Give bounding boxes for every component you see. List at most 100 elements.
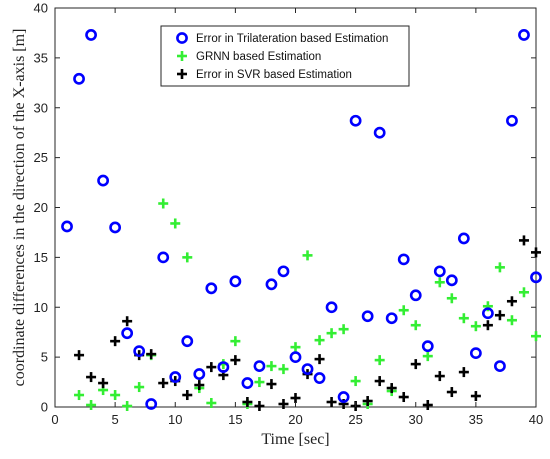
x-axis-label: Time [sec] bbox=[261, 431, 329, 448]
data-point bbox=[458, 313, 469, 324]
y-tick-label: 0 bbox=[41, 400, 48, 415]
data-point bbox=[290, 393, 301, 404]
data-point bbox=[122, 316, 133, 327]
data-point bbox=[410, 359, 421, 370]
data-point bbox=[470, 391, 481, 402]
data-point bbox=[98, 378, 109, 389]
legend-marker bbox=[176, 32, 188, 44]
data-point bbox=[494, 360, 506, 373]
data-point bbox=[121, 327, 134, 340]
data-point bbox=[290, 342, 301, 353]
data-point bbox=[182, 252, 193, 263]
data-point bbox=[373, 126, 386, 139]
y-tick-label: 20 bbox=[34, 200, 48, 215]
data-point bbox=[326, 328, 337, 339]
data-point bbox=[530, 271, 542, 284]
data-point bbox=[397, 253, 410, 266]
y-tick-label: 30 bbox=[34, 100, 48, 115]
data-point bbox=[74, 350, 85, 361]
y-tick-label: 10 bbox=[34, 300, 48, 315]
data-point bbox=[362, 396, 373, 407]
data-point bbox=[229, 275, 242, 288]
legend-box bbox=[160, 25, 410, 87]
legend-marker bbox=[177, 69, 187, 79]
data-point bbox=[374, 376, 385, 387]
data-point bbox=[205, 282, 218, 295]
data-point bbox=[206, 362, 217, 373]
data-point bbox=[433, 265, 446, 278]
data-point bbox=[241, 377, 254, 389]
data-point bbox=[386, 383, 397, 394]
y-axis-ticks: 0 5 10 15 20 25 30 35 40 bbox=[34, 1, 536, 415]
data-point bbox=[469, 347, 482, 360]
data-point bbox=[482, 320, 493, 331]
data-point bbox=[242, 397, 253, 408]
data-point bbox=[61, 220, 73, 233]
y-tick-label: 15 bbox=[34, 250, 48, 265]
data-point bbox=[494, 262, 505, 273]
data-point bbox=[158, 378, 169, 389]
data-point bbox=[73, 72, 85, 85]
x-axis-ticks: 0 5 10 15 20 25 30 35 40 bbox=[51, 8, 543, 427]
data-point bbox=[434, 371, 445, 382]
data-point bbox=[230, 355, 241, 366]
data-point bbox=[157, 251, 170, 264]
series-0-points bbox=[61, 29, 542, 410]
data-point bbox=[230, 336, 241, 347]
data-point bbox=[338, 324, 349, 335]
data-point bbox=[531, 247, 541, 258]
series-1-points bbox=[74, 198, 541, 412]
data-point bbox=[518, 235, 529, 246]
data-point bbox=[518, 287, 529, 298]
legend-label: Error in SVR based Estimation bbox=[196, 69, 352, 81]
data-point bbox=[266, 361, 277, 372]
legend-label: GRNN based Estimation bbox=[196, 51, 321, 63]
x-tick-label: 40 bbox=[529, 412, 543, 427]
data-point bbox=[133, 345, 146, 358]
data-point bbox=[254, 377, 265, 388]
data-point bbox=[531, 331, 541, 342]
data-point bbox=[266, 379, 277, 390]
legend-label: Error in Trilateration based Estimation bbox=[196, 33, 388, 45]
data-point bbox=[122, 401, 133, 412]
data-point bbox=[145, 398, 158, 410]
data-point bbox=[181, 335, 194, 348]
data-point bbox=[446, 387, 457, 398]
data-point bbox=[494, 310, 505, 321]
data-point bbox=[337, 391, 350, 403]
data-point bbox=[314, 354, 325, 365]
data-point bbox=[86, 400, 97, 411]
data-point bbox=[385, 312, 398, 325]
data-point bbox=[374, 355, 385, 366]
data-point bbox=[301, 363, 314, 375]
data-point bbox=[518, 29, 530, 41]
y-axis-label: coordinate differences in the direction … bbox=[11, 29, 28, 387]
data-point bbox=[169, 371, 182, 383]
data-point bbox=[134, 382, 145, 393]
data-point bbox=[446, 293, 457, 304]
data-point bbox=[313, 372, 326, 384]
data-point bbox=[85, 29, 97, 41]
data-point bbox=[506, 315, 517, 326]
x-tick-label: 35 bbox=[469, 412, 483, 427]
data-point bbox=[434, 277, 445, 288]
data-point bbox=[398, 392, 409, 403]
data-point bbox=[278, 364, 289, 375]
data-point bbox=[74, 390, 85, 401]
data-point bbox=[265, 278, 278, 291]
data-point bbox=[109, 221, 122, 234]
data-point bbox=[97, 174, 109, 187]
series-2-points bbox=[74, 235, 541, 412]
data-point bbox=[302, 250, 313, 261]
data-point bbox=[325, 301, 338, 314]
data-point bbox=[277, 265, 290, 278]
y-tick-label: 25 bbox=[34, 150, 48, 165]
data-point bbox=[194, 380, 205, 391]
data-point bbox=[314, 335, 325, 346]
data-point bbox=[398, 305, 409, 316]
data-point bbox=[470, 321, 481, 332]
data-point bbox=[457, 232, 470, 245]
data-point bbox=[146, 349, 157, 360]
data-point bbox=[182, 390, 193, 401]
x-tick-label: 10 bbox=[168, 412, 182, 427]
